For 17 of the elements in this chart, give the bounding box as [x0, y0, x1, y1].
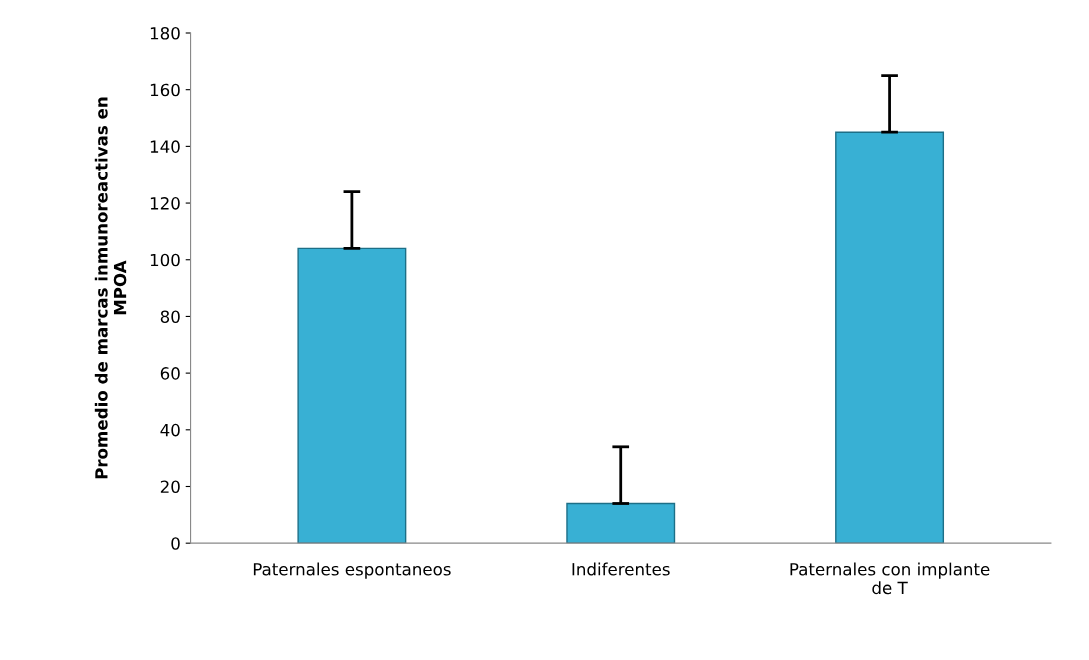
- x-tick-label: Paternales espontaneos: [253, 562, 451, 579]
- y-axis-title: Promedio de marcas inmunoreactivas en MPOA: [94, 97, 127, 479]
- y-tick-label: 80: [160, 310, 180, 323]
- y-tick-label: 40: [160, 423, 180, 437]
- y-tick-label: 140: [150, 140, 180, 153]
- x-tick-label: Paternales con implante de T: [790, 562, 990, 595]
- y-tick-label: 180: [150, 26, 180, 40]
- y-tick-label: 100: [150, 253, 180, 267]
- y-tick-label: 20: [160, 480, 180, 494]
- y-tick-label: 120: [150, 197, 180, 210]
- bar: [297, 247, 407, 544]
- y-tick-label: 160: [150, 83, 180, 97]
- bar: [835, 131, 945, 544]
- bar: [566, 502, 676, 544]
- x-tick-label: Indiferentes: [572, 562, 670, 576]
- y-tick-label: 0: [171, 537, 180, 550]
- y-tick-label: 60: [160, 367, 180, 380]
